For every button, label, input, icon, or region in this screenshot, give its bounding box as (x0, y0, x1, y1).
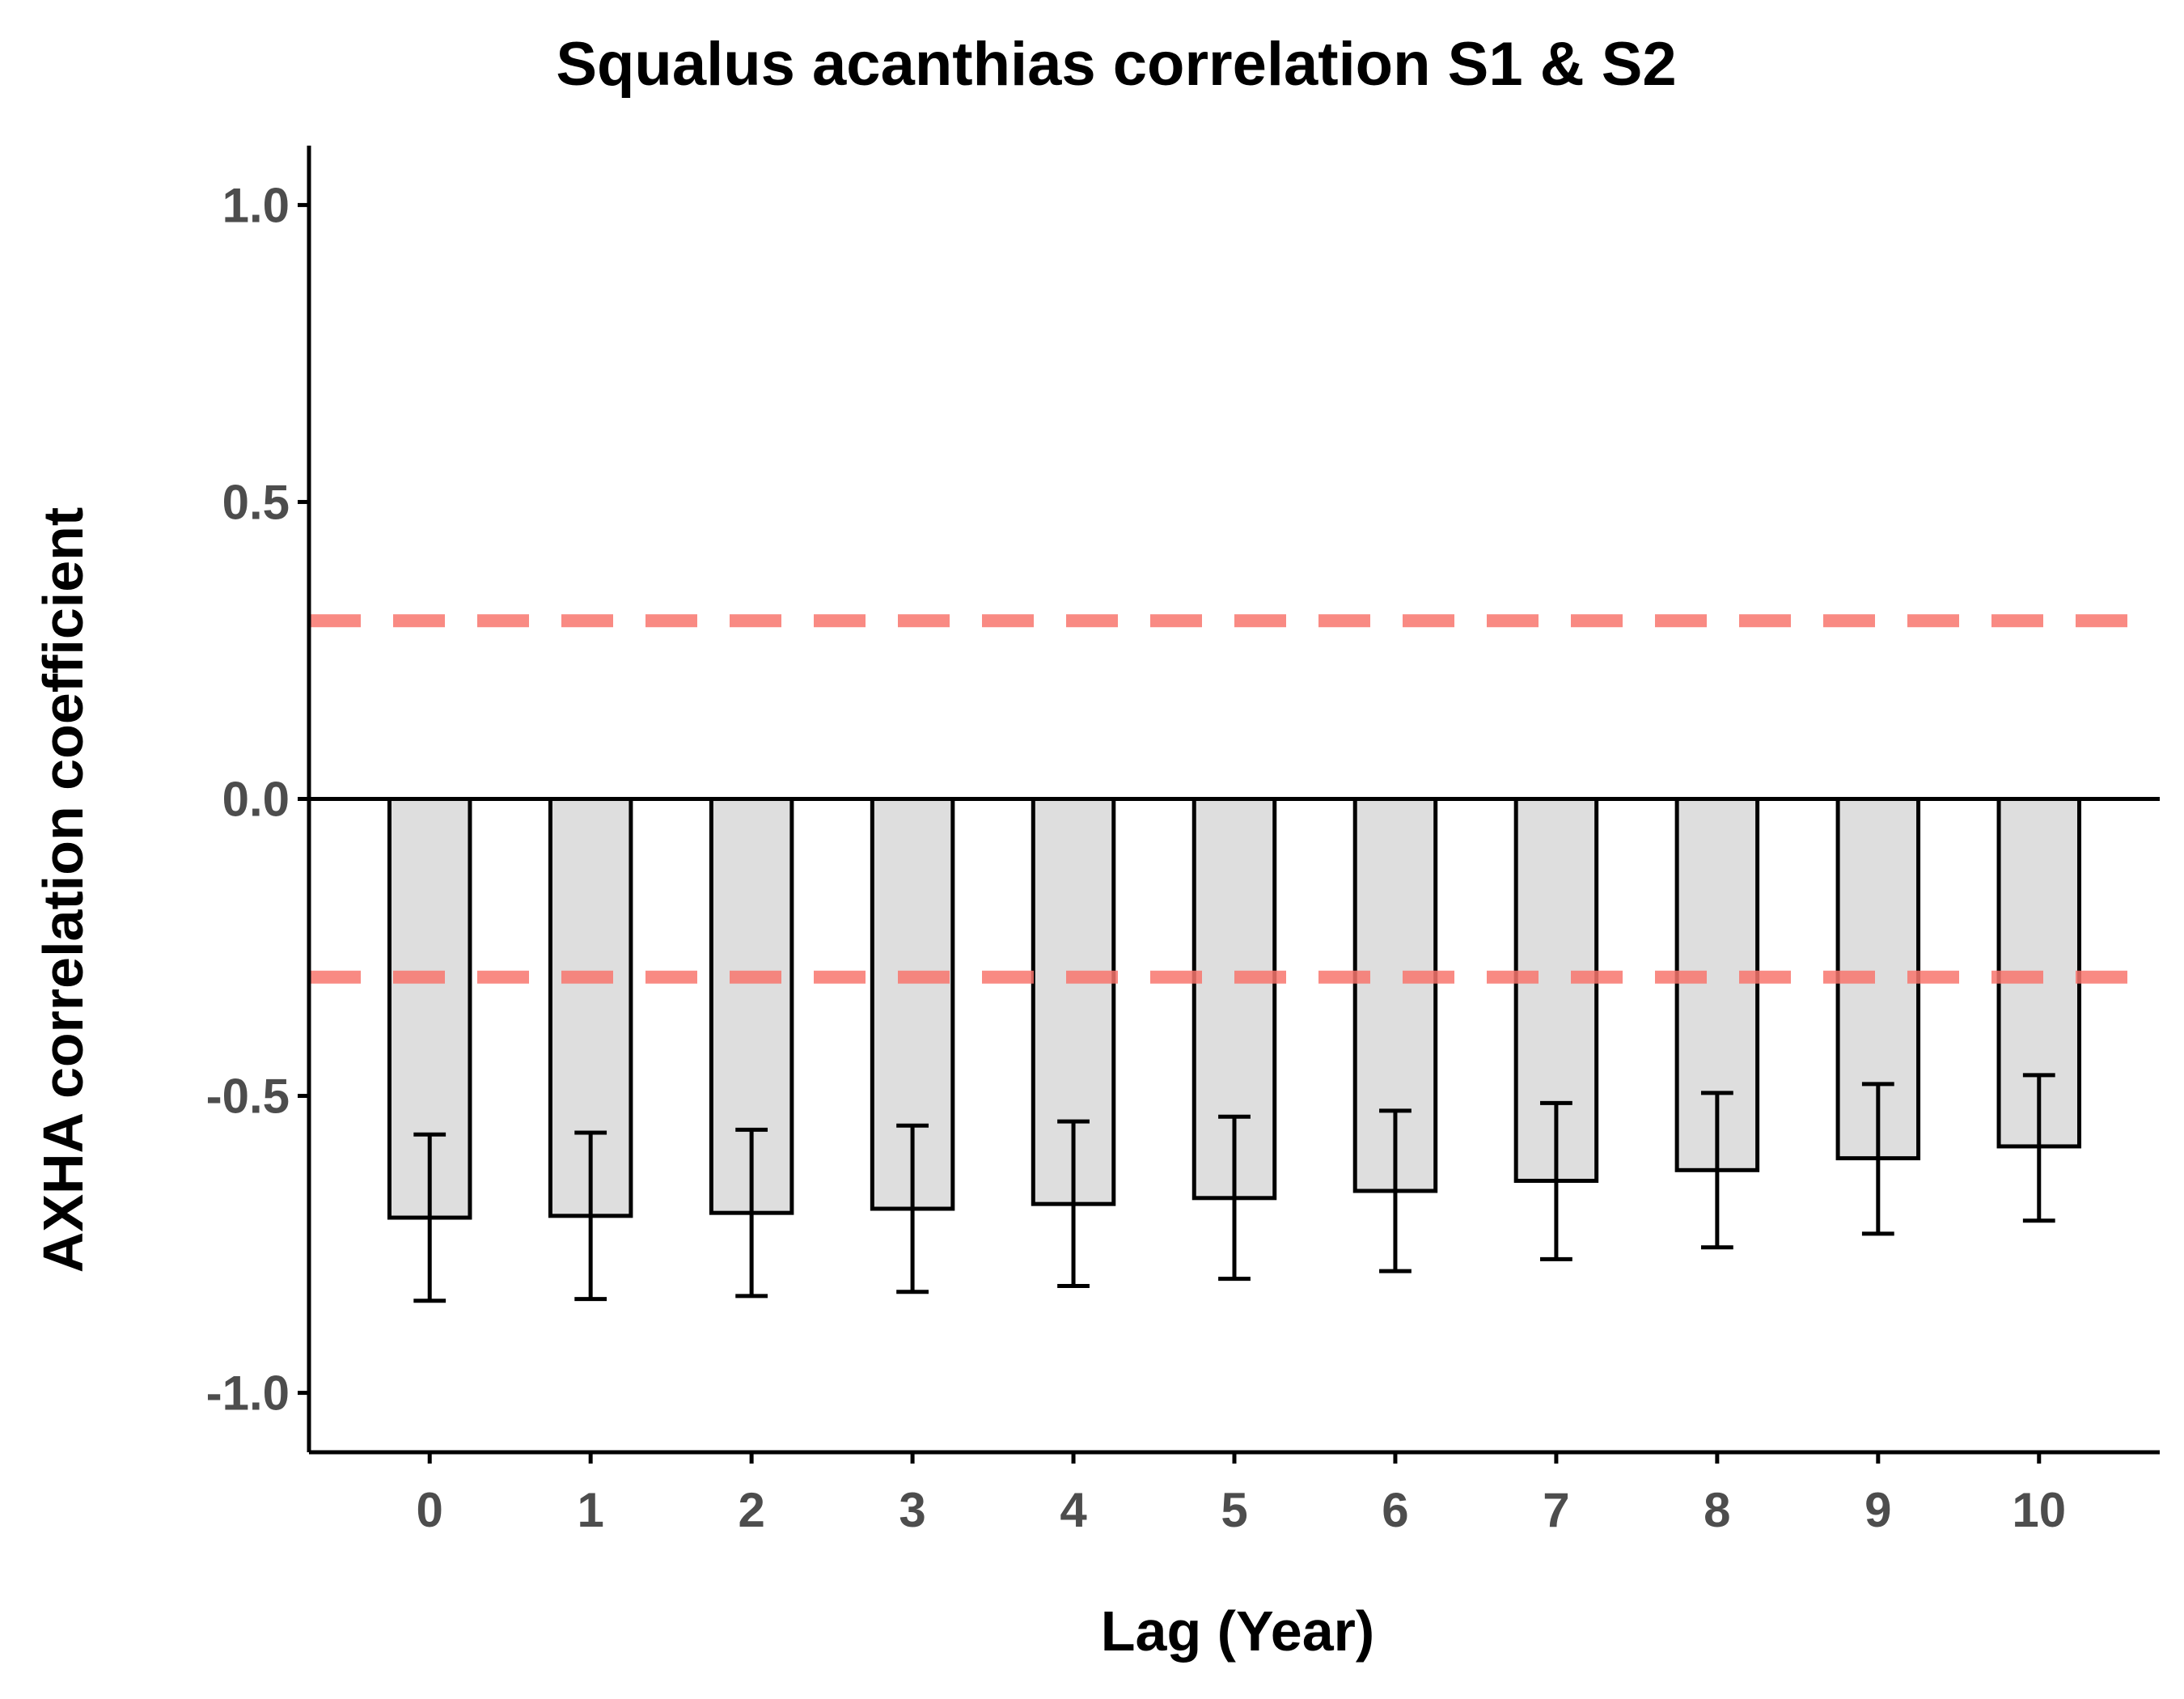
error-bar-lag-6 (1379, 1108, 1412, 1273)
x-tick-label: 2 (738, 1483, 764, 1537)
x-tick-label: 7 (1543, 1483, 1569, 1537)
y-tick-label: 0.0 (222, 773, 290, 827)
error-bar-lag-2 (735, 1127, 768, 1299)
y-axis-title: AXHA correlation coefficient (32, 507, 95, 1273)
error-bar-lag-1 (574, 1130, 607, 1302)
y-tick-label: 0.5 (222, 475, 290, 529)
error-bar-lag-5 (1218, 1114, 1251, 1282)
y-tick-label: -0.5 (206, 1070, 290, 1124)
reference-lines-layer (309, 614, 2160, 984)
axes-layer: -1.0 -0.5 0.0 0.5 1.0 0 1 2 3 4 5 6 7 8 9 10 (206, 146, 2160, 1537)
error-bar-lag-9 (1861, 1082, 1894, 1236)
x-tick-label: 3 (899, 1483, 925, 1537)
error-bar-lag-4 (1057, 1119, 1090, 1288)
x-axis-title: Lag (Year) (1101, 1599, 1374, 1663)
x-tick-label: 10 (2012, 1483, 2066, 1537)
x-tick-label: 9 (1864, 1483, 1891, 1537)
error-bar-lag-3 (896, 1123, 929, 1294)
x-tick-label: 1 (577, 1483, 603, 1537)
x-tick-label: 8 (1704, 1483, 1730, 1537)
x-tick-label: 6 (1382, 1483, 1408, 1537)
y-tick-label: -1.0 (206, 1366, 290, 1421)
y-tick-label: 1.0 (222, 178, 290, 232)
error-bar-lag-0 (413, 1132, 447, 1303)
x-tick-label: 0 (417, 1483, 443, 1537)
error-bar-lag-8 (1700, 1091, 1733, 1250)
x-tick-label: 4 (1060, 1483, 1087, 1537)
bars-layer (387, 797, 2082, 1303)
error-bar-lag-10 (2022, 1073, 2055, 1223)
error-bar-lag-7 (1540, 1100, 1572, 1261)
x-tick-label: 5 (1221, 1483, 1247, 1537)
chart-title: Squalus acanthias correlation S1 & S2 (556, 30, 1676, 99)
